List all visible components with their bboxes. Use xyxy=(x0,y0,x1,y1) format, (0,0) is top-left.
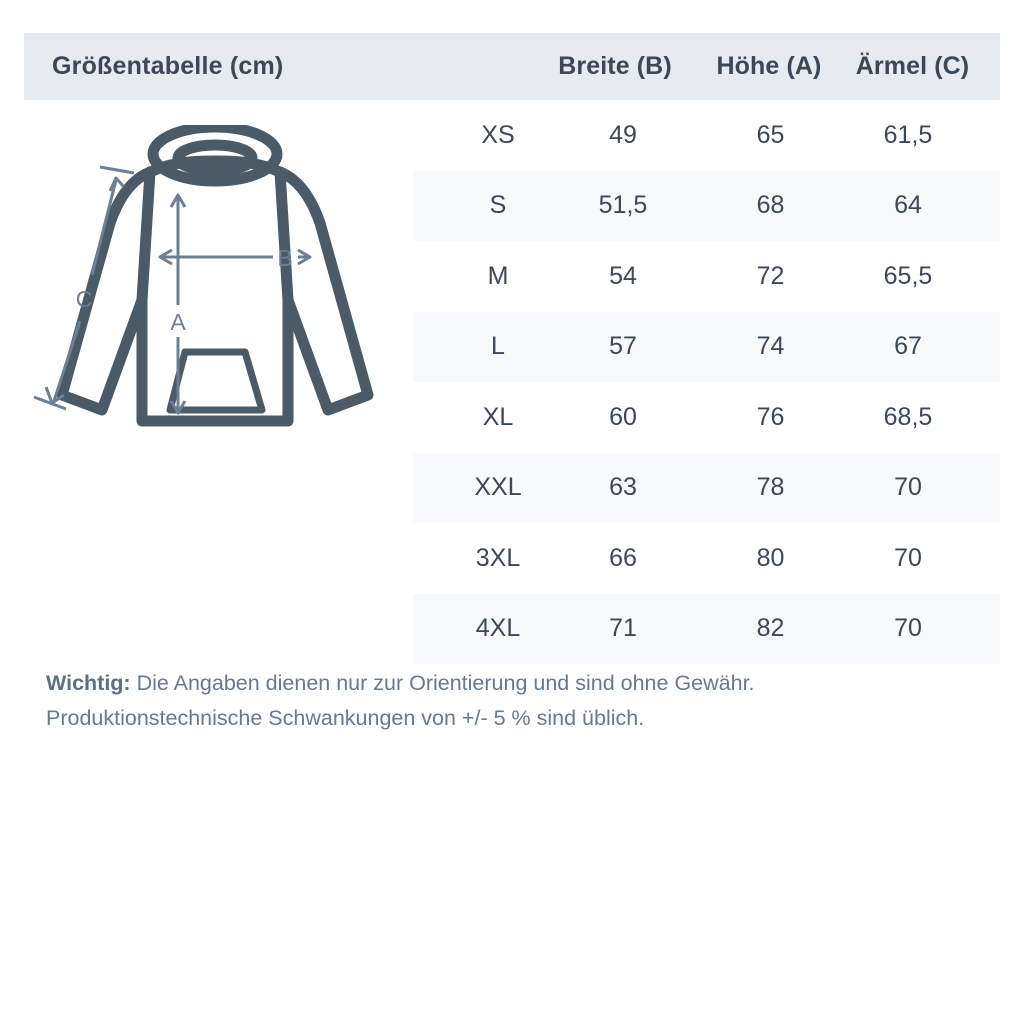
column-header-breite: Breite (B) xyxy=(558,52,672,80)
measure-label-height: A xyxy=(170,309,186,335)
cell-size: L xyxy=(491,332,505,361)
table-row: XS 49 65 61,5 xyxy=(413,100,1000,171)
cell-aermel: 70 xyxy=(894,614,922,643)
disclaimer-line-1: Die Angaben dienen nur zur Orientierung … xyxy=(130,671,755,695)
cell-breite: 51,5 xyxy=(598,191,648,220)
cell-aermel: 68,5 xyxy=(883,402,933,431)
cell-size: M xyxy=(487,261,509,290)
hood-shape xyxy=(147,125,283,187)
hoodie-diagram: B A C xyxy=(30,125,420,455)
cell-size: XS xyxy=(481,120,515,149)
cell-breite: 57 xyxy=(609,332,637,361)
cell-hoehe: 80 xyxy=(756,543,785,572)
cell-size: XXL xyxy=(474,473,522,502)
table-row: 4XL 71 82 70 xyxy=(413,593,1000,664)
measure-line-sleeve xyxy=(33,165,135,411)
cell-hoehe: 78 xyxy=(756,473,785,502)
table-row: XL 60 76 68,5 xyxy=(413,382,1000,453)
measure-label-width: B xyxy=(277,245,292,271)
cell-hoehe: 74 xyxy=(756,332,785,361)
measure-label-sleeve: C xyxy=(76,286,93,312)
table-row: XXL 63 78 70 xyxy=(413,452,1000,523)
measure-line-width xyxy=(158,248,312,266)
cell-hoehe: 82 xyxy=(756,614,785,643)
cell-breite: 60 xyxy=(609,402,637,431)
cell-aermel: 64 xyxy=(894,191,922,220)
cell-aermel: 65,5 xyxy=(883,261,933,290)
disclaimer-note: Wichtig: Die Angaben dienen nur zur Orie… xyxy=(46,666,986,736)
table-row: M 54 72 65,5 xyxy=(413,241,1000,312)
hoodie-outline-shape xyxy=(56,155,374,427)
cell-aermel: 70 xyxy=(894,543,922,572)
cell-breite: 71 xyxy=(609,614,637,643)
cell-size: XL xyxy=(482,402,514,431)
cell-breite: 66 xyxy=(609,543,637,572)
cell-hoehe: 72 xyxy=(756,261,785,290)
pocket-shape xyxy=(166,348,266,414)
cell-hoehe: 68 xyxy=(756,191,785,220)
disclaimer-label: Wichtig: xyxy=(46,671,131,695)
cell-aermel: 61,5 xyxy=(883,120,933,149)
table-row: 3XL 66 80 70 xyxy=(413,523,1000,594)
cell-hoehe: 76 xyxy=(756,402,785,431)
column-header-aermel: Ärmel (C) xyxy=(855,52,970,80)
measure-line-height xyxy=(169,193,187,415)
cell-breite: 54 xyxy=(609,261,637,290)
column-header-hoehe: Höhe (A) xyxy=(716,52,822,80)
page-title: Größentabelle (cm) xyxy=(52,52,284,80)
cell-aermel: 67 xyxy=(894,332,922,361)
cell-size: 4XL xyxy=(475,614,521,643)
cell-size: S xyxy=(489,191,507,220)
cell-breite: 63 xyxy=(609,473,637,502)
cell-hoehe: 65 xyxy=(756,120,785,149)
table-row: L 57 74 67 xyxy=(413,311,1000,382)
disclaimer-line-2: Produktionstechnische Schwankungen von +… xyxy=(46,706,645,730)
table-header-band xyxy=(24,33,1000,100)
table-row: S 51,5 68 64 xyxy=(413,170,1000,241)
cell-aermel: 70 xyxy=(894,473,922,502)
cell-breite: 49 xyxy=(609,120,637,149)
size-table: XS 49 65 61,5 S 51,5 68 64 M 54 72 65,5 … xyxy=(413,100,1000,664)
cell-size: 3XL xyxy=(475,543,521,572)
